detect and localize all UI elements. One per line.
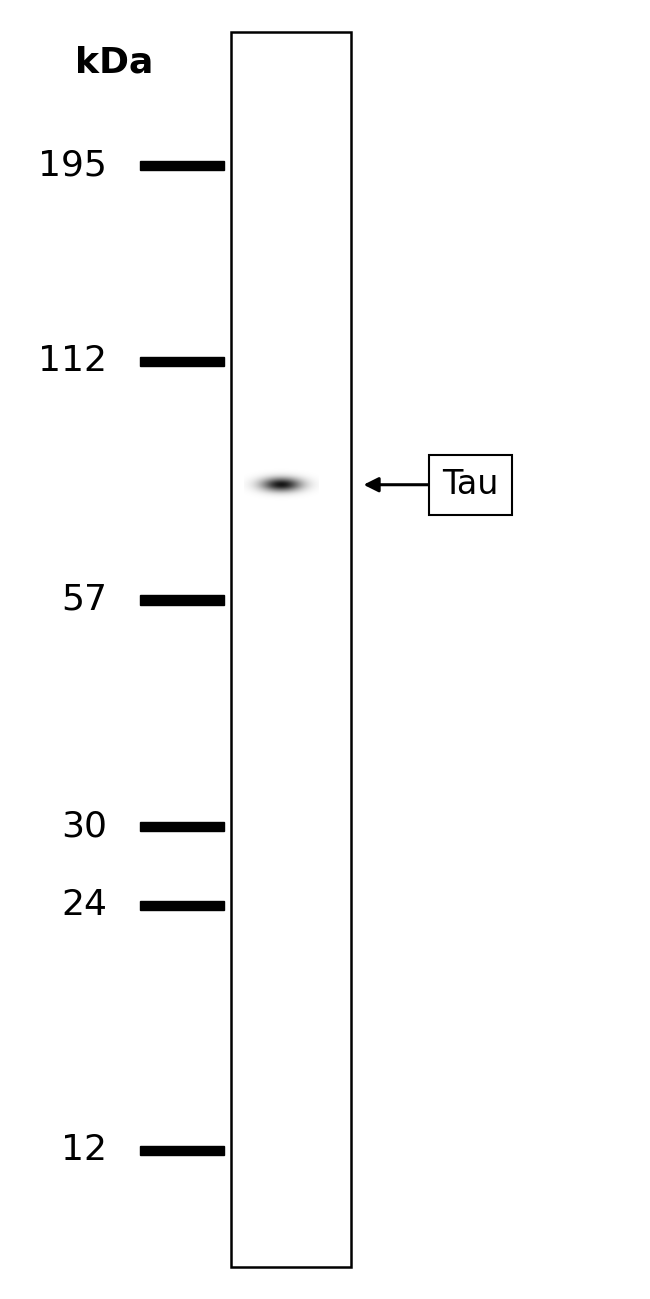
Text: kDa: kDa bbox=[75, 45, 153, 79]
Bar bbox=[140, 357, 224, 366]
Bar bbox=[231, 32, 351, 1267]
Bar bbox=[140, 1146, 224, 1155]
Text: 195: 195 bbox=[38, 148, 107, 183]
Bar bbox=[140, 161, 224, 170]
Bar bbox=[140, 902, 224, 911]
Text: Tau: Tau bbox=[442, 468, 499, 501]
Text: 24: 24 bbox=[61, 889, 107, 922]
Text: 57: 57 bbox=[61, 583, 107, 617]
Text: 112: 112 bbox=[38, 344, 107, 378]
Bar bbox=[140, 595, 224, 604]
Text: 12: 12 bbox=[61, 1133, 107, 1168]
Bar bbox=[140, 822, 224, 831]
Text: 30: 30 bbox=[61, 809, 107, 843]
